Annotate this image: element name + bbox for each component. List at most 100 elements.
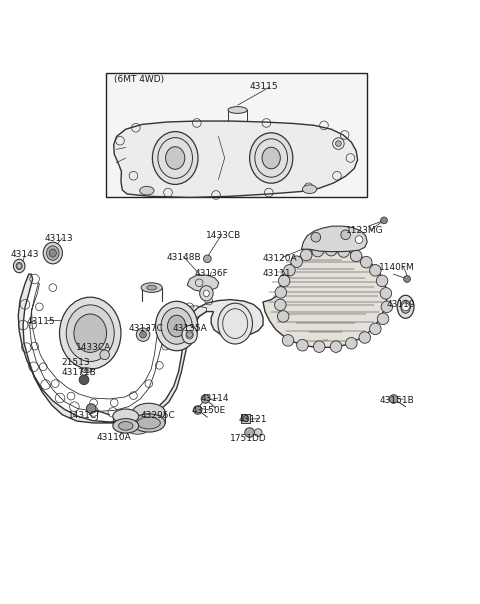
Text: 43136F: 43136F bbox=[194, 269, 228, 278]
Circle shape bbox=[278, 275, 290, 287]
Ellipse shape bbox=[60, 297, 121, 369]
Circle shape bbox=[297, 339, 308, 351]
Ellipse shape bbox=[13, 259, 25, 273]
Circle shape bbox=[313, 341, 325, 352]
Text: 43111: 43111 bbox=[263, 269, 292, 278]
Text: 43121: 43121 bbox=[239, 415, 267, 424]
Text: 43135A: 43135A bbox=[173, 324, 207, 333]
Circle shape bbox=[193, 406, 202, 414]
Circle shape bbox=[377, 313, 389, 324]
Ellipse shape bbox=[141, 283, 162, 292]
Text: 1123MG: 1123MG bbox=[346, 226, 383, 236]
Circle shape bbox=[355, 236, 363, 243]
Circle shape bbox=[17, 263, 22, 268]
Text: 43113: 43113 bbox=[44, 234, 73, 243]
Ellipse shape bbox=[156, 301, 198, 351]
Circle shape bbox=[86, 403, 96, 413]
Circle shape bbox=[381, 301, 393, 312]
Ellipse shape bbox=[262, 147, 280, 169]
Circle shape bbox=[360, 257, 372, 268]
Ellipse shape bbox=[113, 409, 139, 423]
Circle shape bbox=[402, 303, 409, 310]
Circle shape bbox=[311, 233, 321, 242]
Circle shape bbox=[187, 332, 192, 338]
Ellipse shape bbox=[218, 303, 252, 344]
Circle shape bbox=[325, 245, 337, 256]
Ellipse shape bbox=[401, 300, 410, 313]
Ellipse shape bbox=[132, 403, 165, 422]
Polygon shape bbox=[301, 226, 367, 252]
Circle shape bbox=[370, 323, 381, 335]
Circle shape bbox=[284, 265, 295, 276]
Polygon shape bbox=[114, 121, 358, 198]
Ellipse shape bbox=[147, 285, 156, 290]
Ellipse shape bbox=[397, 295, 414, 318]
Text: 43171B: 43171B bbox=[61, 368, 96, 377]
Text: 43151B: 43151B bbox=[379, 396, 414, 405]
Circle shape bbox=[201, 394, 210, 403]
Circle shape bbox=[140, 331, 146, 338]
Circle shape bbox=[245, 428, 254, 437]
Text: (6MT 4WD): (6MT 4WD) bbox=[114, 76, 164, 85]
Polygon shape bbox=[263, 248, 387, 347]
Text: 43148B: 43148B bbox=[167, 253, 202, 262]
Circle shape bbox=[376, 275, 388, 287]
Ellipse shape bbox=[182, 326, 197, 344]
Bar bbox=[106, 72, 367, 198]
Circle shape bbox=[254, 429, 262, 437]
Ellipse shape bbox=[186, 330, 193, 339]
Circle shape bbox=[330, 341, 342, 352]
Text: 43119: 43119 bbox=[386, 300, 415, 309]
Circle shape bbox=[300, 249, 312, 261]
Ellipse shape bbox=[250, 133, 293, 183]
Circle shape bbox=[359, 332, 371, 343]
Circle shape bbox=[204, 255, 211, 263]
Ellipse shape bbox=[228, 107, 247, 114]
Ellipse shape bbox=[168, 315, 186, 337]
Ellipse shape bbox=[74, 314, 107, 352]
Ellipse shape bbox=[16, 262, 22, 269]
Ellipse shape bbox=[302, 185, 317, 193]
Ellipse shape bbox=[66, 305, 114, 362]
Ellipse shape bbox=[43, 242, 62, 264]
Ellipse shape bbox=[81, 368, 92, 373]
Text: 43114: 43114 bbox=[201, 394, 229, 403]
Circle shape bbox=[100, 350, 109, 359]
Text: 43115: 43115 bbox=[250, 83, 278, 91]
Circle shape bbox=[404, 275, 410, 282]
Ellipse shape bbox=[84, 369, 88, 371]
Text: 43110A: 43110A bbox=[97, 433, 132, 442]
Ellipse shape bbox=[137, 417, 160, 429]
Text: 43150E: 43150E bbox=[192, 406, 226, 416]
Ellipse shape bbox=[49, 249, 57, 257]
Text: 1140FM: 1140FM bbox=[379, 263, 415, 272]
Circle shape bbox=[282, 335, 294, 346]
Circle shape bbox=[370, 265, 381, 276]
Ellipse shape bbox=[47, 246, 59, 260]
Text: 43115: 43115 bbox=[26, 316, 55, 326]
Ellipse shape bbox=[129, 427, 147, 434]
Ellipse shape bbox=[113, 419, 139, 433]
Circle shape bbox=[338, 246, 349, 257]
Text: 1433CA: 1433CA bbox=[76, 343, 111, 352]
Polygon shape bbox=[187, 275, 219, 292]
Circle shape bbox=[312, 245, 324, 257]
Circle shape bbox=[381, 217, 387, 223]
Circle shape bbox=[389, 394, 398, 403]
Ellipse shape bbox=[204, 290, 209, 297]
Circle shape bbox=[79, 375, 89, 385]
Text: 21513: 21513 bbox=[61, 358, 90, 367]
Circle shape bbox=[243, 416, 249, 422]
Ellipse shape bbox=[166, 147, 185, 169]
Text: 1751DD: 1751DD bbox=[230, 434, 267, 443]
Circle shape bbox=[341, 230, 350, 240]
Ellipse shape bbox=[161, 308, 192, 344]
Text: 43137C: 43137C bbox=[128, 324, 163, 333]
Circle shape bbox=[380, 288, 392, 299]
Circle shape bbox=[277, 310, 289, 322]
Text: 43295C: 43295C bbox=[140, 411, 175, 420]
Circle shape bbox=[275, 287, 287, 298]
Circle shape bbox=[291, 256, 302, 268]
Circle shape bbox=[336, 141, 341, 147]
Ellipse shape bbox=[132, 414, 165, 432]
